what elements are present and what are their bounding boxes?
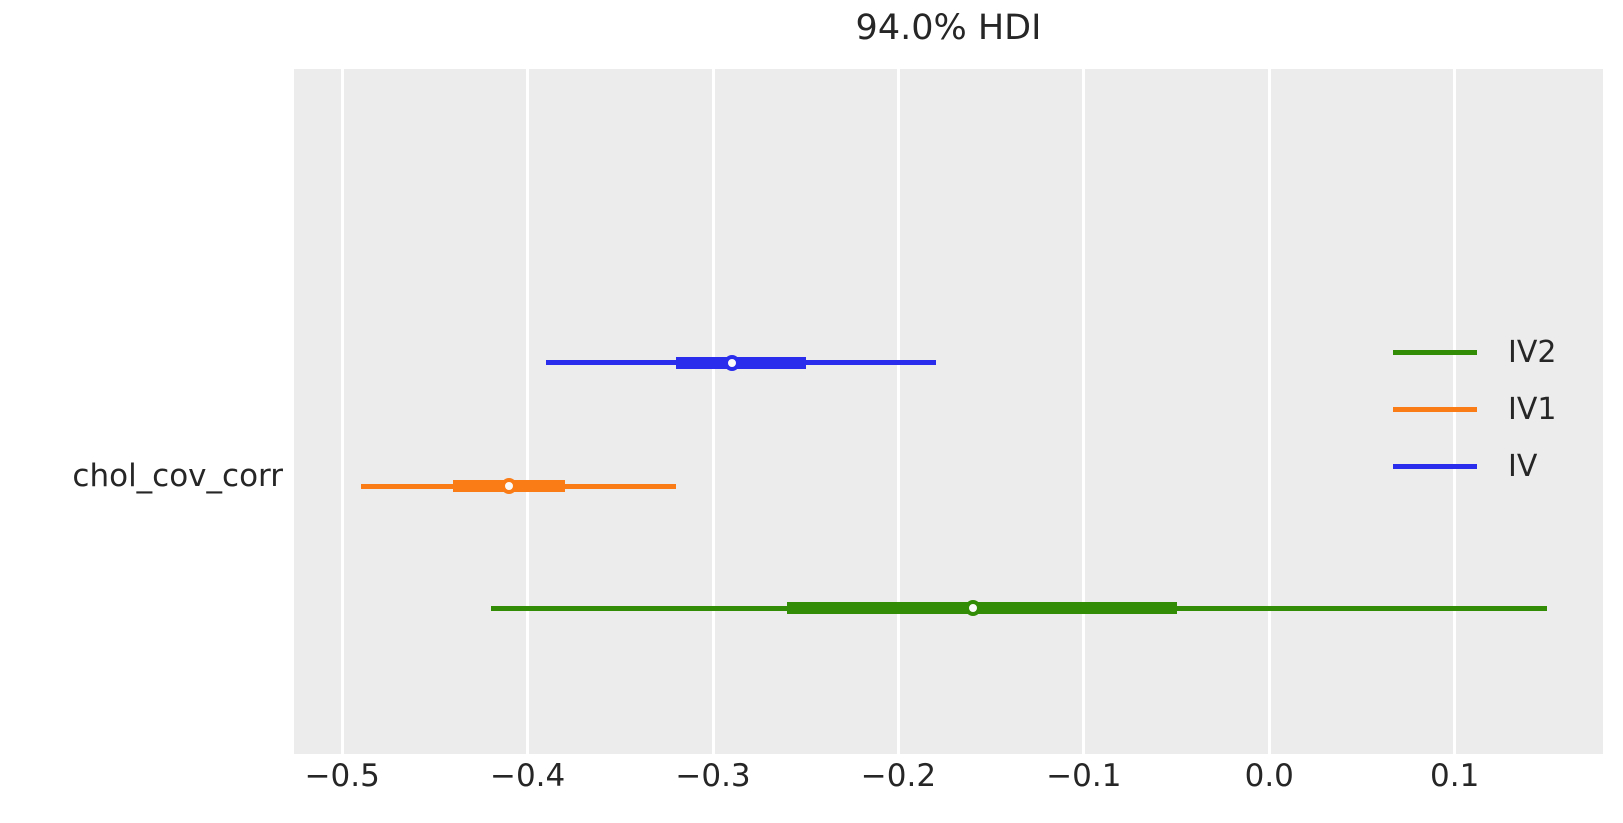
legend-line-icon-IV2 bbox=[1393, 350, 1477, 355]
legend-entry-IV1: IV1 bbox=[1393, 381, 1556, 438]
gridline-x-−0.4 bbox=[526, 69, 530, 754]
gridline-x-−0.3 bbox=[711, 69, 715, 754]
legend-entry-IV: IV bbox=[1393, 438, 1556, 495]
gridline-x-−0.1 bbox=[1082, 69, 1086, 754]
legend-label-IV2: IV2 bbox=[1508, 335, 1557, 370]
hdi-thick-segment-IV bbox=[675, 356, 806, 369]
legend-label-IV: IV bbox=[1508, 449, 1538, 484]
legend: IV2 IV1 IV bbox=[1393, 324, 1556, 495]
x-tick-label-−0.5: −0.5 bbox=[304, 758, 380, 794]
gridline-x-0.0 bbox=[1267, 69, 1271, 754]
point-estimate-dot-IV2 bbox=[964, 600, 981, 617]
legend-line-icon-IV bbox=[1393, 464, 1477, 469]
point-estimate-dot-IV bbox=[723, 354, 740, 371]
hdi-thick-segment-IV2 bbox=[787, 602, 1177, 615]
x-axis-tick-labels: −0.5 −0.4 −0.3 −0.2 −0.1 0.0 0.1 bbox=[294, 758, 1603, 803]
x-tick-label-0.0: 0.0 bbox=[1244, 758, 1294, 794]
gridline-x-−0.5 bbox=[340, 69, 344, 754]
x-tick-label-−0.1: −0.1 bbox=[1046, 758, 1122, 794]
point-estimate-dot-IV1 bbox=[501, 478, 518, 495]
chart-title: 94.0% HDI bbox=[855, 8, 1042, 48]
x-tick-label-−0.4: −0.4 bbox=[489, 758, 566, 794]
gridline-x-−0.2 bbox=[896, 69, 900, 754]
y-axis-label: chol_cov_corr bbox=[72, 458, 283, 494]
legend-label-IV1: IV1 bbox=[1508, 392, 1557, 427]
legend-line-icon-IV1 bbox=[1393, 407, 1477, 412]
x-tick-label-0.1: 0.1 bbox=[1430, 758, 1480, 794]
x-tick-label-−0.3: −0.3 bbox=[675, 758, 751, 794]
legend-entry-IV2: IV2 bbox=[1393, 324, 1556, 381]
x-tick-label-−0.2: −0.2 bbox=[860, 758, 937, 794]
